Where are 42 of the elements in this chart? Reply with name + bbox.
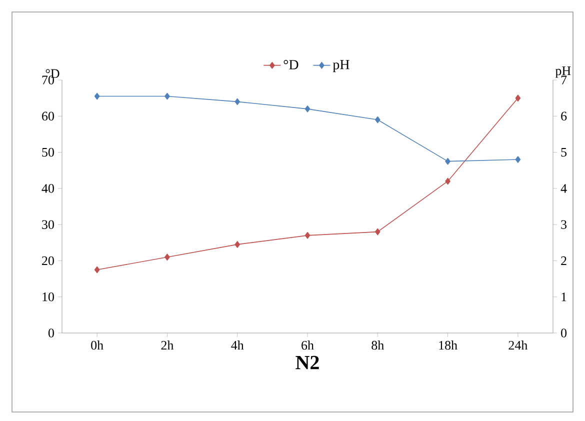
y2-tick-label: 4 [560,184,567,193]
point [164,254,170,261]
y2-tick-label: 1 [562,292,566,302]
point [164,92,170,100]
y2-tick-label: 6 [561,112,567,121]
legend-label: pH [332,60,350,72]
y-axis-title: °D [46,69,60,78]
y2-axis-title: pH [555,66,571,78]
y-tick-label: 60 [42,112,54,121]
y-tick-label: 70 [42,76,54,84]
point [304,106,310,112]
x-tick-label: 4h [231,340,244,350]
point [374,228,380,236]
y-tick-label: 20 [42,256,54,266]
y-tick-label: 10 [42,292,54,302]
y2-tick-label: 7 [561,76,567,84]
point [445,178,450,185]
point [445,158,450,165]
point [234,241,240,248]
text: N2 [296,356,319,370]
point [94,92,100,100]
y2-tick-label: 2 [561,256,566,266]
y2-tick-label: 5 [561,148,567,157]
point [374,116,380,124]
x-tick-label: 0h [91,340,104,350]
point [304,232,310,239]
x-tick-label: 2h [161,340,174,350]
point [234,98,240,106]
y2-tick-label: 0 [561,328,567,338]
x-tick-label: 8h [372,340,384,350]
x-tick-label: 24h [508,340,528,350]
y-tick-label: 0 [48,328,54,338]
legend-label: °D [284,60,298,70]
point [515,156,521,163]
y2-tick-label: 3 [561,220,567,229]
y-tick-label: 40 [42,184,54,193]
point [94,266,100,274]
x-tick-label: 6h [302,340,314,350]
point [515,94,521,102]
y-tick-label: 50 [42,148,54,157]
y-tick-label: 30 [42,220,54,229]
x-tick-label: 18h [439,340,458,350]
